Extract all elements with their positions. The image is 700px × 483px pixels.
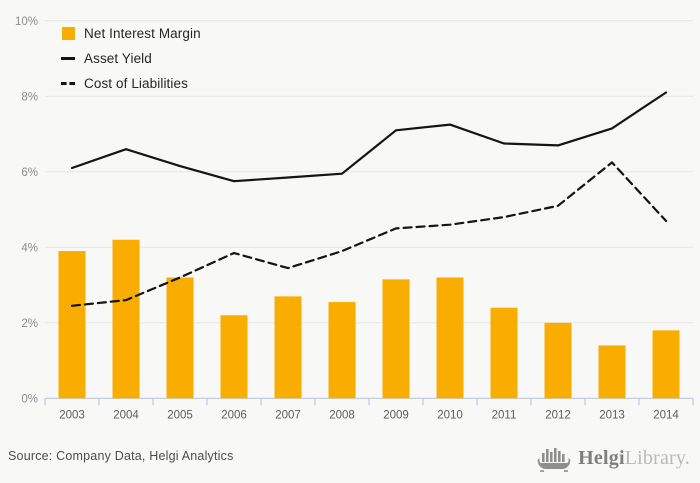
bar-2009: [382, 279, 410, 399]
y-axis-tick-label: 2%: [21, 318, 38, 330]
chart-canvas: 0% 2% 4% 6% 8% 10% 2003 2004 2005 2006 2007 2008 200…: [15, 16, 694, 421]
x-axis-tick-label: 2010: [437, 409, 463, 421]
x-axis-tick-label: 2011: [492, 409, 517, 421]
source-attribution: Source: Company Data, Helgi Analytics: [8, 449, 234, 463]
y-axis-tick-label: 0%: [21, 393, 38, 405]
x-axis-tick-label: 2008: [329, 409, 355, 421]
bar-2013: [598, 345, 626, 399]
x-axis-tick-label: 2007: [275, 409, 301, 421]
helgi-library-logo: HelgiLibrary.: [536, 443, 690, 473]
x-axis-tick-label: 2006: [221, 409, 247, 421]
bar-2011: [490, 307, 518, 399]
bar-2008: [328, 302, 356, 399]
x-axis-tick-label: 2004: [113, 409, 139, 421]
legend-label: Cost of Liabilities: [84, 76, 188, 91]
bar-2005: [166, 277, 194, 399]
x-axis-tick-label: 2014: [653, 409, 679, 421]
bar-swatch-icon: [61, 27, 75, 40]
y-axis-tick-label: 8%: [21, 91, 38, 103]
bar-2007: [274, 296, 302, 399]
legend-item-cost-of-liabilities: Cost of Liabilities: [61, 74, 201, 93]
bar-2010: [436, 277, 464, 399]
legend-item-asset-yield: Asset Yield: [61, 49, 201, 68]
bar-2012: [544, 322, 572, 399]
chart-footer: Source: Company Data, Helgi Analytics: [0, 437, 700, 483]
x-axis-tick-label: 2005: [167, 409, 193, 421]
brand-wordmark: HelgiLibrary.: [578, 446, 690, 469]
x-axis-tick-label: 2009: [383, 409, 409, 421]
solid-line-swatch-icon: [61, 57, 75, 60]
y-axis-tick-label: 6%: [21, 167, 38, 179]
bar-2003: [58, 251, 86, 399]
legend-label: Asset Yield: [84, 51, 152, 66]
viking-ship-chart-icon: [537, 448, 571, 472]
bar-2014: [652, 330, 680, 399]
x-axis-tick-label: 2013: [599, 409, 625, 421]
y-axis-tick-label: 10%: [15, 16, 38, 28]
asset-yield-line: [70, 91, 668, 183]
legend-label: Net Interest Margin: [84, 26, 201, 41]
legend-item-net-interest-margin: Net Interest Margin: [61, 24, 201, 43]
x-axis-tick-label: 2003: [59, 409, 85, 421]
bar-2004: [112, 239, 140, 399]
x-axis-tick-label: 2012: [545, 409, 571, 421]
y-axis-tick-label: 4%: [21, 242, 38, 254]
dashed-line-swatch-icon: [61, 82, 75, 85]
chart-legend: Net Interest Margin Asset Yield Cost of …: [61, 24, 201, 93]
bar-2006: [220, 315, 248, 399]
cost-of-liabilities-line: [70, 161, 668, 307]
